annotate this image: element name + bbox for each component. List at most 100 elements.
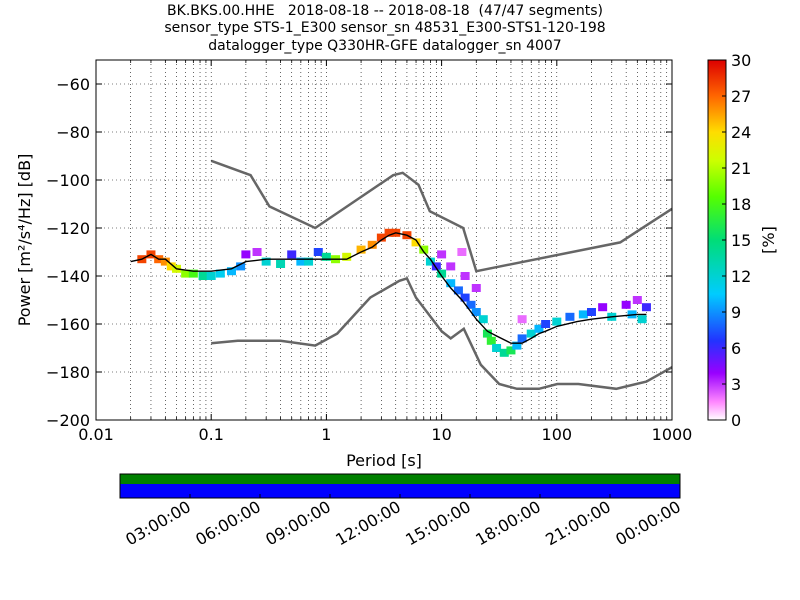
density-cell: [252, 248, 262, 256]
title-line-2: sensor_type STS-1_E300 sensor_sn 48531_E…: [164, 20, 606, 36]
axes: 0.01 0.1 1 10 100 1000 −200 −180 −160 −140 −120 −10…: [15, 59, 693, 470]
density-cell: [586, 308, 596, 316]
density-cell: [160, 257, 170, 266]
density-cell: [460, 293, 470, 302]
timeline-tick-label: 18:00:00: [472, 497, 544, 549]
density-cell: [578, 310, 588, 319]
y-tick-label: −120: [46, 219, 90, 238]
colorbar: 0 3 6 9 12 15 18 21 24 27 30 [%]: [707, 51, 778, 430]
density-cell: [342, 252, 352, 261]
colorbar-tick-label: 27: [731, 87, 751, 106]
colorbar-tick-label: 18: [731, 195, 751, 214]
colorbar-tick-label: 30: [731, 51, 751, 70]
density-cell: [552, 317, 562, 326]
timeline-tick-label: 12:00:00: [332, 497, 404, 549]
nhnm-curve: [210, 159, 673, 273]
density-cell: [492, 344, 502, 352]
density-cell: [486, 336, 496, 345]
colorbar-tick-label: 0: [731, 411, 741, 430]
density-cell: [226, 267, 236, 276]
density-cell: [478, 315, 488, 324]
colorbar-tick-label: 12: [731, 267, 751, 286]
density-cell: [356, 245, 366, 254]
plot-frame: [95, 59, 673, 421]
density-cell: [425, 257, 435, 266]
timeline-tick-label: 21:00:00: [542, 497, 614, 549]
timeline-tick-label: 00:00:00: [612, 497, 684, 549]
y-tick-label: −200: [46, 411, 90, 430]
x-tick-label: 100: [542, 425, 573, 444]
y-tick-label: −60: [56, 75, 90, 94]
y-tick-label: −160: [46, 315, 90, 334]
density-cell: [641, 303, 651, 312]
y-axis-label: Power [m²/s⁴/Hz] [dB]: [15, 154, 34, 327]
x-axis-label: Period [s]: [346, 451, 422, 470]
density-cell: [512, 341, 522, 350]
x-tick-label: 1000: [652, 425, 693, 444]
density-cell: [471, 308, 481, 316]
density-cell: [206, 272, 216, 280]
density-cell: [457, 248, 467, 256]
title-line-3: datalogger_type Q330HR-GFE datalogger_sn…: [208, 38, 562, 54]
density-cell: [482, 329, 492, 338]
y-tick-label: −180: [46, 363, 90, 382]
density-cell: [296, 257, 306, 266]
y-tick-label: −80: [56, 123, 90, 142]
x-tick-label: 10: [431, 425, 451, 444]
title-line-1: BK.BKS.00.HHE 2018-08-18 -- 2018-08-18 (…: [167, 3, 603, 19]
density-cell: [446, 279, 456, 288]
density-cell: [431, 262, 441, 271]
density-cell: [471, 284, 481, 292]
density-cell: [632, 296, 642, 304]
density-cell: [517, 315, 527, 324]
timeline-row: [120, 474, 680, 484]
density-cell: [565, 312, 575, 321]
density-cell: [376, 233, 386, 242]
density-cell: [321, 252, 331, 261]
curves: [130, 159, 673, 391]
colorbar-tick-label: 15: [731, 231, 751, 250]
density-cell: [637, 315, 647, 324]
density-cell: [166, 262, 176, 271]
x-tick-label: 1: [321, 425, 331, 444]
colorbar-tick-label: 3: [731, 375, 741, 394]
colorbar-tick-label: 9: [731, 303, 741, 322]
density-cell: [304, 257, 314, 266]
y-tick-label: −100: [46, 171, 90, 190]
colorbar-tick-label: 24: [731, 123, 751, 142]
density-cell: [460, 272, 470, 280]
density-cell: [499, 348, 509, 357]
timeline-tick-label: 09:00:00: [262, 497, 334, 549]
mode-curve: [130, 232, 647, 344]
density-cell: [384, 228, 394, 237]
density-cell: [241, 250, 251, 259]
density-cell: [526, 329, 536, 338]
density-cell: [188, 269, 198, 278]
density-cell: [453, 286, 463, 295]
density-cell: [541, 320, 551, 328]
density-cell: [466, 300, 476, 309]
nlnm-curve: [211, 276, 673, 391]
density-cell: [534, 324, 544, 333]
density-cell: [437, 269, 447, 278]
density-cell: [437, 250, 447, 259]
density-cell: [598, 303, 608, 312]
density-cell: [236, 262, 246, 271]
timeline-tick-label: 03:00:00: [122, 497, 194, 549]
density-cell: [517, 334, 527, 343]
y-tick-label: −140: [46, 267, 90, 286]
density-cell: [621, 300, 631, 309]
colorbar-label: [%]: [759, 226, 778, 254]
density-cell: [419, 245, 429, 254]
density-cell: [446, 262, 456, 271]
timeline-tick-label: 06:00:00: [192, 497, 264, 549]
density-cell: [411, 238, 421, 247]
colorbar-tick-label: 21: [731, 159, 751, 178]
x-tick-label: 0.01: [78, 425, 114, 444]
density-cell: [276, 260, 286, 268]
x-tick-label: 0.1: [198, 425, 223, 444]
density-cell: [506, 346, 516, 355]
density-cell: [287, 250, 297, 259]
